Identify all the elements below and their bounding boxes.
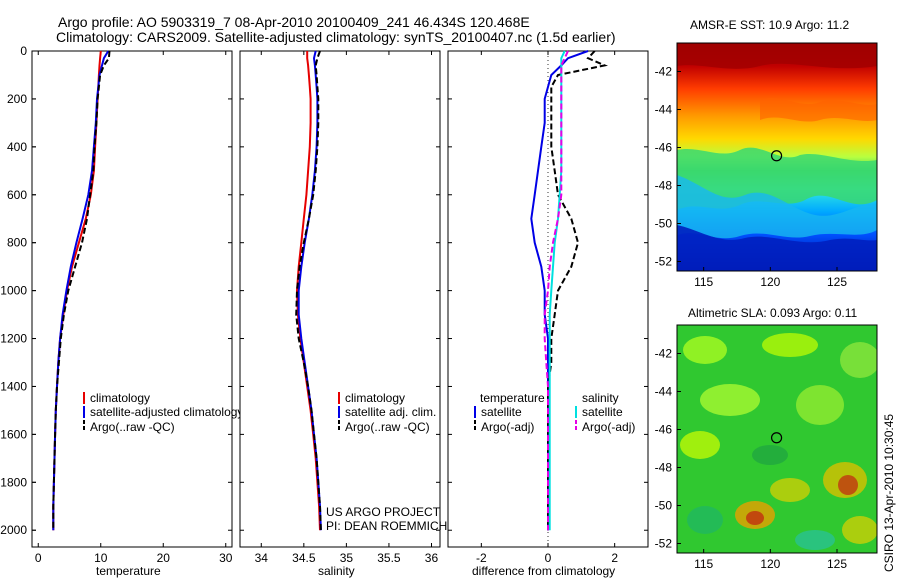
x-tick-label: 120 bbox=[760, 275, 780, 289]
difference-legend-salinity: salinity satellite Argo(-adj) bbox=[575, 391, 635, 434]
y-tick-label: -44 bbox=[655, 103, 673, 117]
series-line-salinity-satellite bbox=[548, 50, 566, 531]
temperature-panel: 0 200 400 600 800 1000 1200 1400 1600 1800 2000 0 1… bbox=[0, 44, 243, 578]
legend-label-climatology: climatology bbox=[90, 391, 150, 405]
sla-argo-marker bbox=[770, 432, 783, 444]
x-tick-label: 0 bbox=[35, 551, 42, 565]
sst-map-frame bbox=[676, 42, 878, 272]
difference-x-ticks: -2 0 2 bbox=[448, 50, 648, 565]
series-line-argo-raw-qc- bbox=[295, 50, 322, 531]
x-tick-label: 2 bbox=[611, 551, 618, 565]
salinity-series bbox=[295, 50, 322, 531]
x-tick-label: 0 bbox=[545, 551, 552, 565]
difference-panel: -2 0 2 difference from climatology tempera… bbox=[447, 50, 649, 578]
y-tick-label: -46 bbox=[655, 141, 673, 155]
y-tick-label: -52 bbox=[655, 537, 673, 551]
sst-heatmap bbox=[677, 43, 877, 271]
sst-map-ticks: 115 120 125 -42 -44 -46 -48 -50 -52 bbox=[655, 65, 848, 290]
difference-legend-temperature: temperature satellite Argo(-adj) bbox=[474, 391, 545, 434]
y-tick-label: 800 bbox=[7, 236, 27, 250]
y-tick-label: 0 bbox=[20, 44, 27, 58]
legend-label-climatology: climatology bbox=[345, 391, 405, 405]
y-tick-label: -42 bbox=[655, 65, 673, 79]
legend-title-temperature: temperature bbox=[480, 391, 545, 405]
x-tick-label: 125 bbox=[827, 275, 847, 289]
x-tick-label: 115 bbox=[694, 275, 713, 289]
sst-map-title: AMSR-E SST: 10.9 Argo: 11.2 bbox=[690, 18, 850, 32]
legend-label-argo: Argo(..raw -QC) bbox=[345, 420, 430, 434]
sla-map-ticks: 115 120 125 -42 -44 -46 -48 -50 -52 bbox=[655, 347, 848, 572]
y-tick-label: 200 bbox=[7, 92, 27, 106]
temperature-legend: climatology satellite-adjusted climatolo… bbox=[83, 391, 243, 434]
credit-stamp: CSIRO 13-Apr-2010 10:30:45 bbox=[882, 414, 896, 572]
sst-argo-marker bbox=[770, 150, 783, 162]
x-tick-label: 30 bbox=[219, 551, 233, 565]
x-tick-label: 115 bbox=[694, 557, 713, 571]
y-tick-label: -52 bbox=[655, 255, 673, 269]
sla-map-title: Altimetric SLA: 0.093 Argo: 0.11 bbox=[688, 306, 858, 320]
x-tick-label: 35.5 bbox=[377, 551, 401, 565]
credit-pi: PI: DEAN ROEMMICH bbox=[326, 519, 447, 533]
y-tick-label: 1000 bbox=[0, 284, 27, 298]
x-tick-label: 36 bbox=[425, 551, 439, 565]
x-tick-label: 125 bbox=[827, 557, 847, 571]
sla-heatmap bbox=[677, 325, 877, 553]
y-tick-label: -46 bbox=[655, 423, 673, 437]
salinity-x-ticks: 34 34.5 35 35.5 36 bbox=[240, 50, 440, 565]
salinity-legend: climatology satellite adj. clim. Argo(..… bbox=[338, 391, 436, 434]
y-tick-label: -50 bbox=[655, 217, 673, 231]
x-tick-label: 120 bbox=[760, 557, 780, 571]
difference-x-label: difference from climatology bbox=[472, 564, 615, 578]
salinity-panel: 34 34.5 35 35.5 36 salinity climatology sate… bbox=[239, 50, 447, 578]
x-tick-label: -2 bbox=[476, 551, 487, 565]
series-line-argo-raw-qc- bbox=[52, 50, 111, 531]
y-tick-label: -42 bbox=[655, 347, 673, 361]
temperature-series bbox=[52, 50, 111, 531]
legend-label-temp-satellite: satellite bbox=[481, 405, 522, 419]
temperature-x-ticks: 0 10 20 30 bbox=[32, 50, 233, 565]
y-tick-label: 2000 bbox=[0, 523, 27, 537]
y-tick-label: -50 bbox=[655, 499, 673, 513]
legend-label-argo: Argo(..raw -QC) bbox=[90, 420, 175, 434]
credit-project: US ARGO PROJECT bbox=[326, 505, 441, 519]
x-tick-label: 34 bbox=[255, 551, 269, 565]
sst-map-panel: AMSR-E SST: 10.9 Argo: 11.2 115 120 125 -42… bbox=[655, 18, 878, 290]
y-tick-label: 1200 bbox=[0, 332, 27, 346]
temperature-axes-frame bbox=[31, 50, 233, 548]
temperature-y-ticks: 0 200 400 600 800 1000 1200 1400 1600 1800 2000 bbox=[0, 44, 36, 537]
legend-title-salinity: salinity bbox=[582, 391, 619, 405]
sla-map-panel: Altimetric SLA: 0.093 Argo: 0.11 115 120 1… bbox=[655, 306, 878, 572]
y-tick-label: 400 bbox=[7, 140, 27, 154]
x-tick-label: 10 bbox=[94, 551, 108, 565]
sla-map-frame bbox=[676, 324, 878, 554]
legend-label-sal-satellite: satellite bbox=[582, 405, 623, 419]
legend-label-satellite-adj: satellite adj. clim. bbox=[345, 405, 436, 419]
y-tick-label: 1600 bbox=[0, 427, 27, 441]
legend-label-temp-argo: Argo(-adj) bbox=[481, 420, 534, 434]
y-tick-label: 600 bbox=[7, 188, 27, 202]
y-tick-label: 1400 bbox=[0, 379, 27, 393]
y-tick-label: -48 bbox=[655, 461, 673, 475]
y-tick-label: 1800 bbox=[0, 475, 27, 489]
title-line-1: Argo profile: AO 5903319_7 08-Apr-2010 2… bbox=[58, 14, 530, 30]
x-tick-label: 35 bbox=[340, 551, 354, 565]
difference-series bbox=[530, 50, 609, 531]
series-line-salinity-argo-adj- bbox=[543, 50, 569, 531]
y-tick-label: -48 bbox=[655, 179, 673, 193]
title-line-2: Climatology: CARS2009. Satellite-adjuste… bbox=[56, 29, 616, 45]
salinity-x-label: salinity bbox=[318, 564, 355, 578]
y-tick-label: -44 bbox=[655, 385, 673, 399]
x-tick-label: 20 bbox=[157, 551, 171, 565]
salinity-axes-frame bbox=[239, 50, 441, 548]
temperature-x-label: temperature bbox=[96, 564, 161, 578]
x-tick-label: 34.5 bbox=[292, 551, 316, 565]
legend-label-satellite-adjusted: satellite-adjusted climatology bbox=[90, 405, 243, 419]
legend-label-sal-argo: Argo(-adj) bbox=[582, 420, 635, 434]
